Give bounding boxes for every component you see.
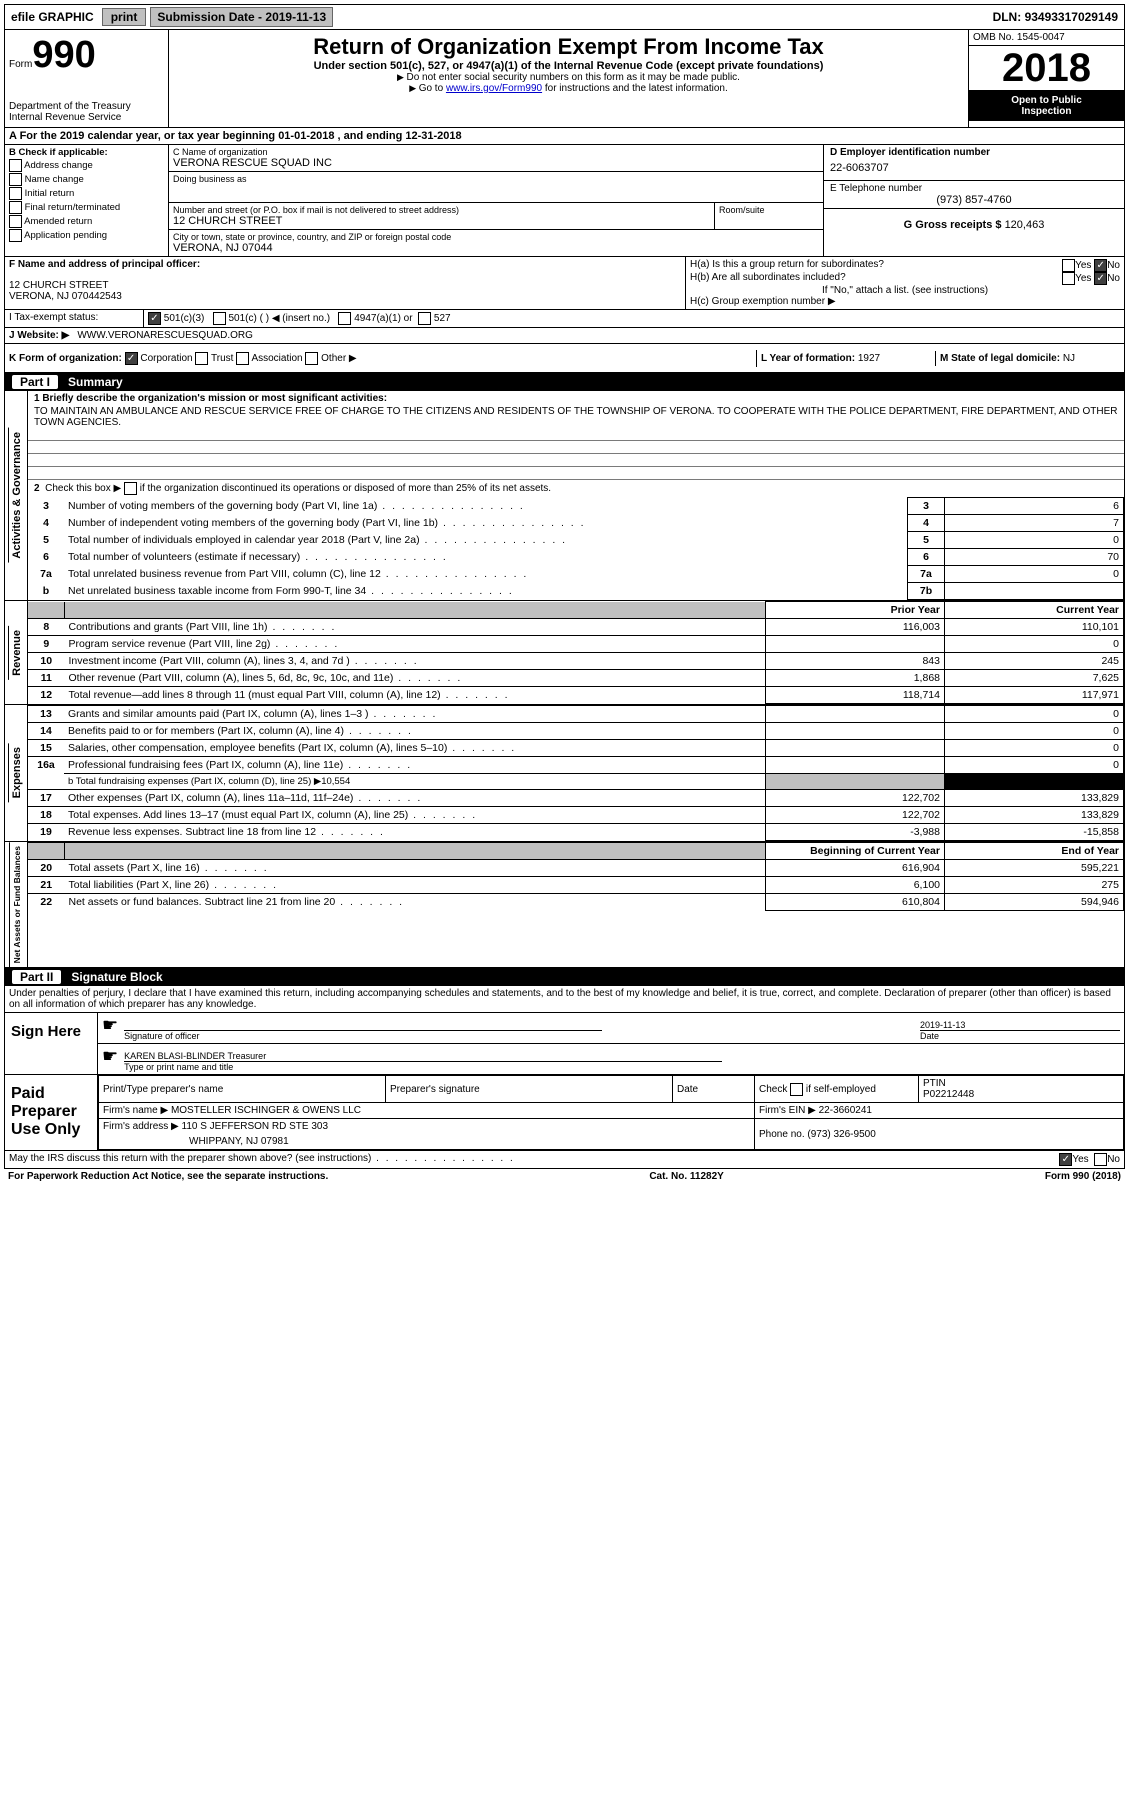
telephone: (973) 857-4760 (830, 194, 1118, 206)
right-header-box: OMB No. 1545-0047 2018 Open to Public In… (968, 30, 1124, 127)
checkbox-corp[interactable] (125, 352, 138, 365)
efile-label: efile GRAPHIC (5, 8, 100, 26)
table-row: 4Number of independent voting members of… (28, 515, 1124, 532)
table-row: 20Total assets (Part X, line 16)616,9045… (28, 860, 1124, 877)
submission-date-box: Submission Date - 2019-11-13 (150, 7, 333, 27)
expenses-section: Expenses 13Grants and similar amounts pa… (4, 705, 1125, 842)
section-f-h: F Name and address of principal officer:… (4, 257, 1125, 310)
table-row: 16aProfessional fundraising fees (Part I… (28, 757, 1124, 774)
checkbox-discuss-yes[interactable] (1059, 1153, 1072, 1166)
revenue-table: Prior YearCurrent Year 8Contributions an… (28, 601, 1124, 704)
check-if-applicable: B Check if applicable: Address change Na… (5, 145, 169, 256)
checkbox-501c3[interactable] (148, 312, 161, 325)
form-id-box: Form990 Department of the Treasury Inter… (5, 30, 169, 127)
checkbox-ha-yes[interactable] (1062, 259, 1075, 272)
form-title: Return of Organization Exempt From Incom… (173, 34, 964, 60)
table-row: 15Salaries, other compensation, employee… (28, 740, 1124, 757)
table-row: 14Benefits paid to or for members (Part … (28, 723, 1124, 740)
checkbox-name-change (9, 173, 22, 186)
checkbox-pending (9, 229, 22, 242)
table-row: 10Investment income (Part VIII, column (… (28, 653, 1124, 670)
table-row: 22Net assets or fund balances. Subtract … (28, 894, 1124, 911)
city-state-zip: VERONA, NJ 07044 (173, 242, 819, 254)
table-row: 11Other revenue (Part VIII, column (A), … (28, 670, 1124, 687)
period-row: A For the 2019 calendar year, or tax yea… (4, 128, 1125, 145)
activities-governance-section: Activities & Governance 1 Briefly descri… (4, 391, 1125, 601)
omb-number: OMB No. 1545-0047 (969, 30, 1124, 46)
table-row: 13Grants and similar amounts paid (Part … (28, 706, 1124, 723)
checkbox-hb-no[interactable] (1094, 272, 1107, 285)
checkbox-address-change (9, 159, 22, 172)
table-row: 12Total revenue—add lines 8 through 11 (… (28, 687, 1124, 704)
header-row: Form990 Department of the Treasury Inter… (4, 30, 1125, 128)
part2-header: Part II Signature Block (4, 968, 1125, 986)
net-assets-section: Net Assets or Fund Balances Beginning of… (4, 842, 1125, 968)
print-button[interactable]: print (102, 8, 147, 26)
footer-row: For Paperwork Reduction Act Notice, see … (4, 1169, 1125, 1184)
tax-year: 2018 (969, 46, 1124, 91)
table-row: 5Total number of individuals employed in… (28, 532, 1124, 549)
declaration-text: Under penalties of perjury, I declare th… (4, 986, 1125, 1013)
street-address: 12 CHURCH STREET (173, 215, 710, 227)
klm-row: K Form of organization: Corporation Trus… (4, 344, 1125, 373)
table-row: 8Contributions and grants (Part VIII, li… (28, 619, 1124, 636)
website-row: J Website: ▶ WWW.VERONARESCUESQUAD.ORG (4, 328, 1125, 344)
table-row: 18Total expenses. Add lines 13–17 (must … (28, 807, 1124, 824)
org-name: VERONA RESCUE SQUAD INC (173, 157, 819, 169)
checkbox-assoc[interactable] (236, 352, 249, 365)
tax-exempt-row: I Tax-exempt status: 501(c)(3) 501(c) ( … (4, 310, 1125, 328)
table-row: 9Program service revenue (Part VIII, lin… (28, 636, 1124, 653)
ein: 22-6063707 (830, 162, 1118, 174)
checkbox-amended (9, 215, 22, 228)
governance-table: 3Number of voting members of the governi… (28, 497, 1124, 600)
checkbox-discuss-no[interactable] (1094, 1153, 1107, 1166)
table-row: 6Total number of volunteers (estimate if… (28, 549, 1124, 566)
checkbox-527[interactable] (418, 312, 431, 325)
checkbox-other[interactable] (305, 352, 318, 365)
table-row: bNet unrelated business taxable income f… (28, 583, 1124, 600)
mission-text: TO MAINTAIN AN AMBULANCE AND RESCUE SERV… (28, 406, 1124, 428)
instructions-link[interactable]: www.irs.gov/Form990 (446, 83, 542, 94)
dln-box: DLN: 93493317029149 (987, 8, 1124, 26)
gross-receipts: 120,463 (1005, 219, 1045, 231)
website-url: WWW.VERONARESCUESQUAD.ORG (73, 328, 257, 343)
section-b-g: B Check if applicable: Address change Na… (4, 145, 1125, 257)
checkbox-discontinued[interactable] (124, 482, 137, 495)
inspection-badge: Open to Public Inspection (969, 91, 1124, 121)
checkbox-self-employed[interactable] (790, 1083, 803, 1096)
signature-arrow-icon: ☛ (102, 1015, 118, 1041)
discuss-row: May the IRS discuss this return with the… (4, 1151, 1125, 1169)
checkbox-initial-return (9, 187, 22, 200)
officer-name: KAREN BLASI-BLINDER Treasurer (124, 1051, 1120, 1061)
table-row: 19Revenue less expenses. Subtract line 1… (28, 824, 1124, 841)
checkbox-trust[interactable] (195, 352, 208, 365)
checkbox-501c[interactable] (213, 312, 226, 325)
signature-arrow-icon: ☛ (102, 1046, 118, 1072)
expenses-table: 13Grants and similar amounts paid (Part … (28, 705, 1124, 841)
title-box: Return of Organization Exempt From Incom… (169, 30, 968, 127)
table-row: 21Total liabilities (Part X, line 26)6,1… (28, 877, 1124, 894)
net-assets-table: Beginning of Current YearEnd of Year 20T… (28, 842, 1124, 911)
part1-header: Part I Summary (4, 373, 1125, 391)
table-row: 17Other expenses (Part IX, column (A), l… (28, 790, 1124, 807)
preparer-table: Print/Type preparer's name Preparer's si… (98, 1075, 1124, 1150)
table-row: 3Number of voting members of the governi… (28, 498, 1124, 515)
checkbox-hb-yes[interactable] (1062, 272, 1075, 285)
checkbox-final-return (9, 201, 22, 214)
revenue-section: Revenue Prior YearCurrent Year 8Contribu… (4, 601, 1125, 705)
table-row: 7aTotal unrelated business revenue from … (28, 566, 1124, 583)
firm-name: MOSTELLER ISCHINGER & OWENS LLC (171, 1105, 361, 1116)
checkbox-4947[interactable] (338, 312, 351, 325)
top-bar: efile GRAPHIC print Submission Date - 20… (4, 4, 1125, 30)
paid-preparer-block: Paid Preparer Use Only Print/Type prepar… (4, 1075, 1125, 1151)
sign-here-block: Sign Here ☛ Signature of officer 2019-11… (4, 1013, 1125, 1075)
checkbox-ha-no[interactable] (1094, 259, 1107, 272)
